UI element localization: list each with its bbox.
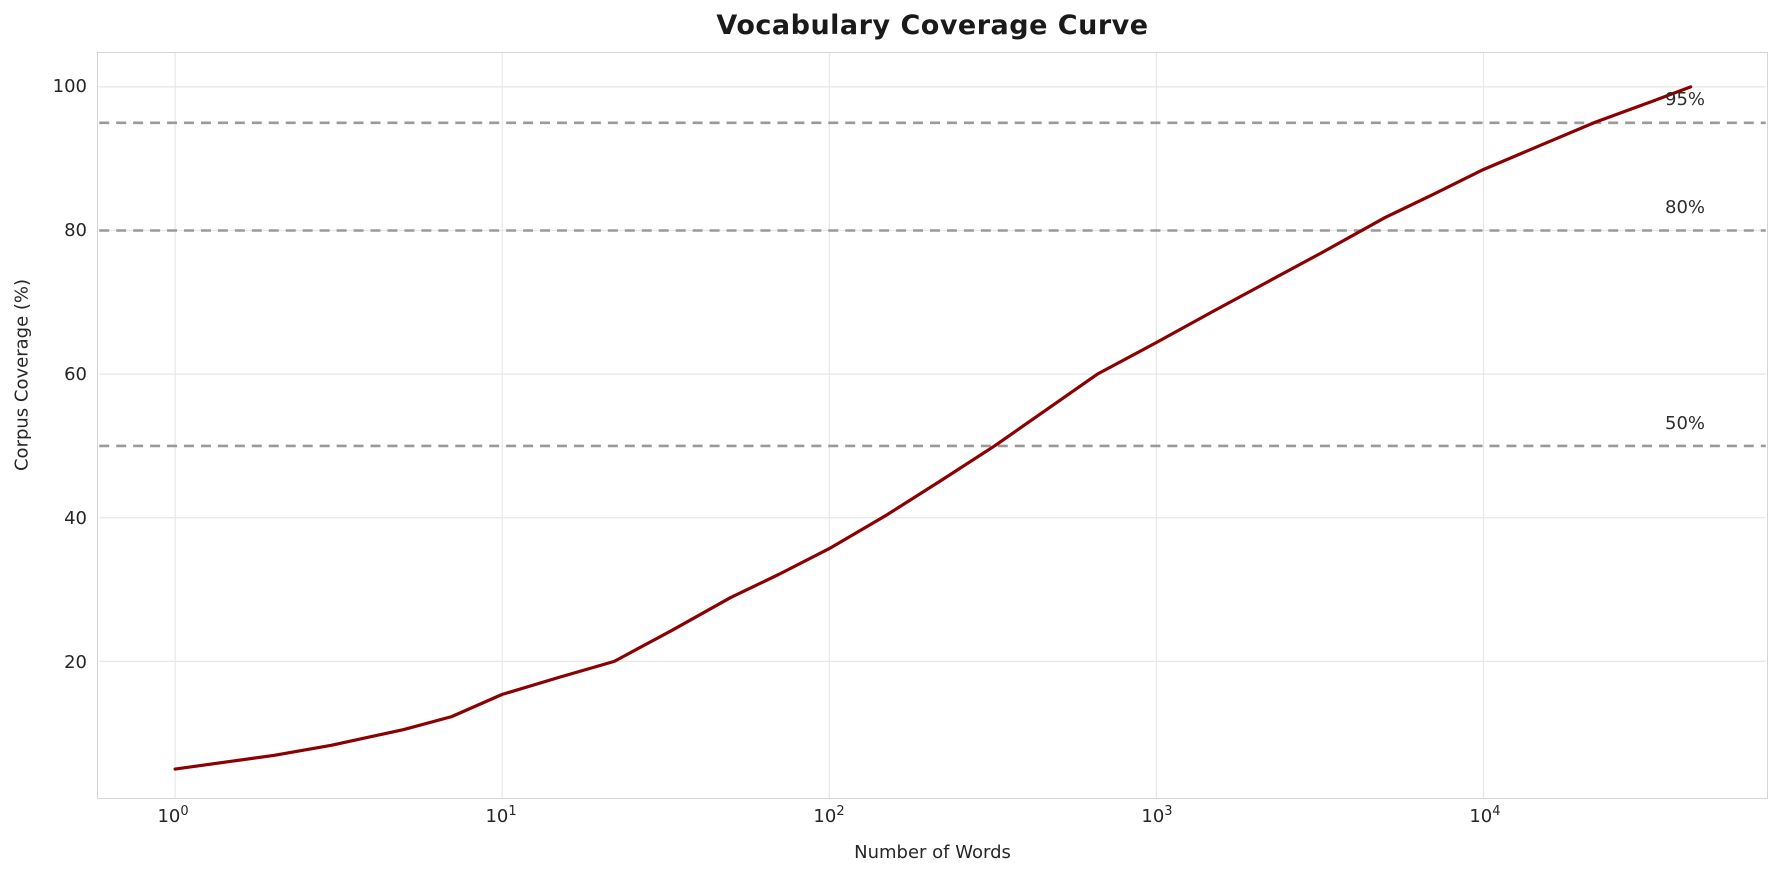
- x-tick-label: 100: [157, 804, 189, 827]
- y-tick-label: 80: [64, 219, 87, 241]
- x-tick-label: 103: [1141, 804, 1173, 827]
- threshold-label-95: 95%: [1664, 88, 1706, 110]
- y-tick-label: 100: [52, 75, 87, 97]
- coverage-curve: [173, 85, 1693, 771]
- y-tick-label: 40: [64, 507, 87, 529]
- chart-title: Vocabulary Coverage Curve: [716, 10, 1149, 41]
- plot-area: [97, 52, 1768, 799]
- x-axis-label: Number of Words: [854, 842, 1011, 863]
- y-tick-label: 20: [64, 651, 87, 673]
- x-tick-label: 101: [485, 804, 517, 827]
- x-tick-label: 104: [1469, 804, 1501, 827]
- threshold-label-80: 80%: [1664, 196, 1706, 218]
- y-tick-label: 60: [64, 363, 87, 385]
- x-tick-label: 102: [813, 804, 845, 827]
- threshold-label-50: 50%: [1664, 412, 1706, 434]
